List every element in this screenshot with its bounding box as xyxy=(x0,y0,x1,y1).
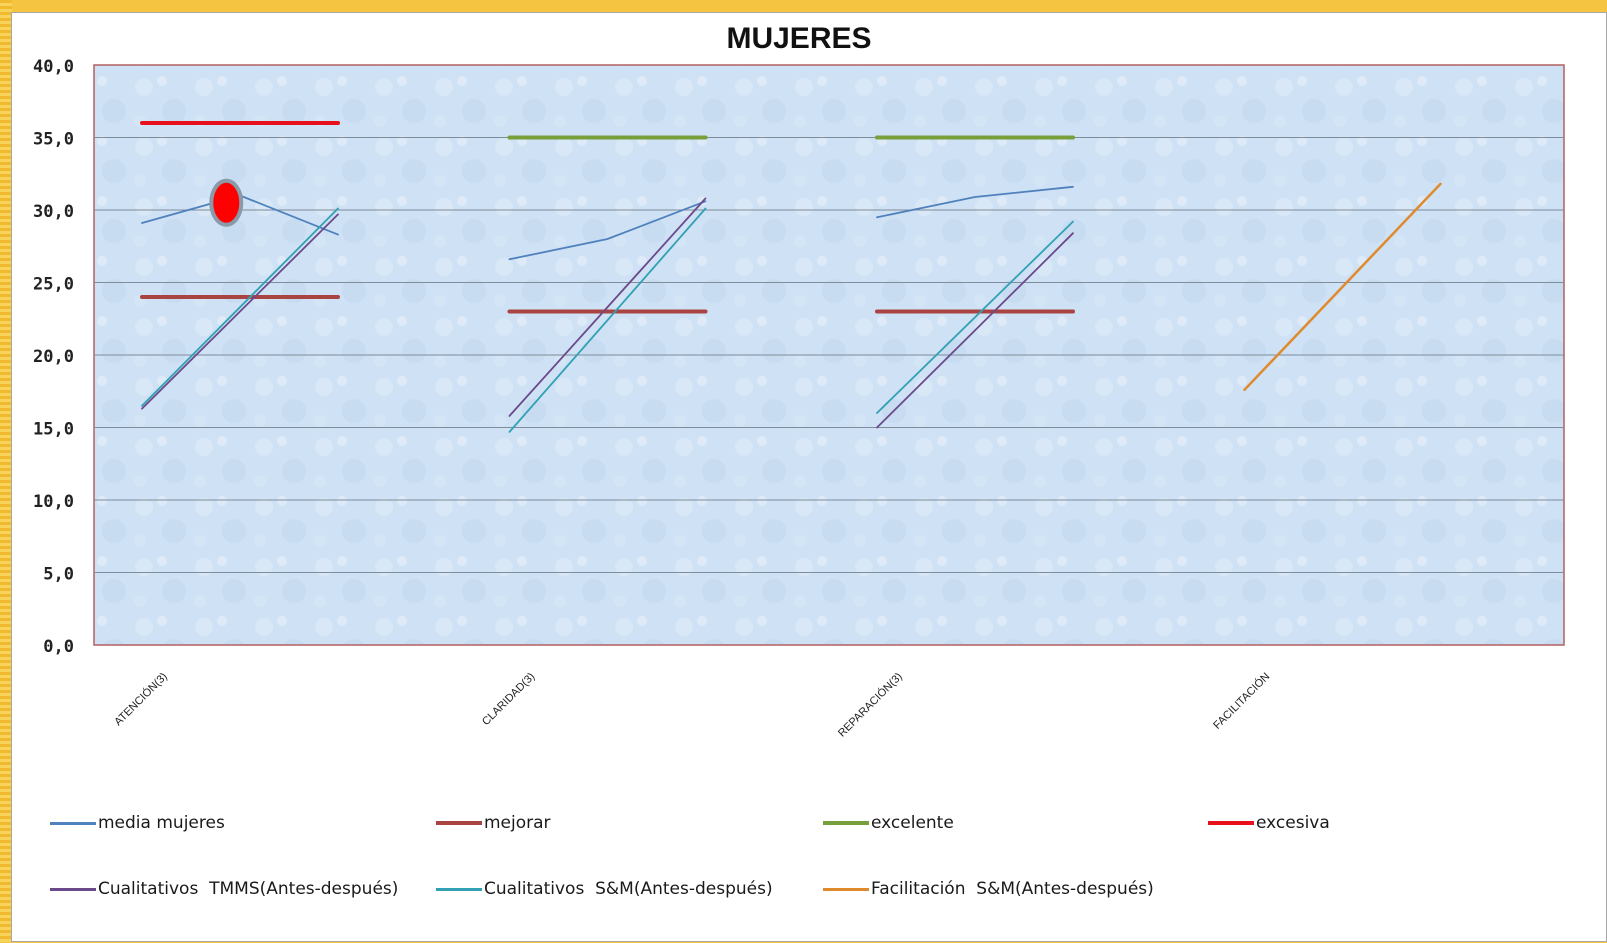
legend-swatch xyxy=(1208,821,1254,825)
legend-swatch xyxy=(436,821,482,825)
slide-edge-decoration xyxy=(0,0,12,942)
legend-label: Cualitativos S&M(Antes-después) xyxy=(484,879,773,899)
legend-label: Facilitación S&M(Antes-después) xyxy=(871,879,1154,899)
y-axis: 0,0 5,0 10,0 15,0 20,0 25,0 30,0 35,0 40,0 xyxy=(33,57,74,657)
legend-item: excelente xyxy=(823,813,954,833)
y-tick-label: 20,0 xyxy=(33,347,74,367)
red-oval-marker xyxy=(209,178,244,227)
legend-item: media mujeres xyxy=(50,813,225,833)
y-tick-label: 30,0 xyxy=(33,202,74,222)
y-tick-label: 0,0 xyxy=(43,637,74,657)
y-tick-label: 15,0 xyxy=(33,420,74,440)
series-line xyxy=(141,207,339,407)
legend-swatch xyxy=(50,821,96,825)
legend-item: excesiva xyxy=(1208,813,1330,833)
legend-label: mejorar xyxy=(484,813,551,833)
legend-item: mejorar xyxy=(436,813,551,833)
x-tick-label: REPARACIÓN(3) xyxy=(835,670,905,740)
x-tick-label: FACILITACIÓN xyxy=(1211,670,1273,732)
annotations xyxy=(209,178,244,227)
series-line xyxy=(508,197,707,417)
x-tick-label: ATENCIÓN(3) xyxy=(112,670,170,728)
gridlines xyxy=(94,137,1564,573)
series-line xyxy=(508,200,707,261)
chart-frame: MUJERES 0,0 5,0 10,0 15,0 20,0 25,0 30,0 35,0 40… xyxy=(11,12,1607,942)
y-tick-label: 5,0 xyxy=(43,565,74,585)
legend-swatch xyxy=(50,887,96,891)
chart-title: MUJERES xyxy=(726,22,871,55)
y-tick-label: 25,0 xyxy=(33,275,74,295)
legend-item: Facilitación S&M(Antes-después) xyxy=(823,879,1154,899)
legend-swatch xyxy=(823,887,869,891)
legend-item: Cualitativos TMMS(Antes-después) xyxy=(50,879,398,899)
legend-label: excesiva xyxy=(1256,813,1330,833)
series-line xyxy=(876,232,1074,429)
series-line xyxy=(141,213,339,410)
line-chart: MUJERES 0,0 5,0 10,0 15,0 20,0 25,0 30,0 35,0 40… xyxy=(33,22,1565,740)
x-axis: ATENCIÓN(3) CLARIDAD(3) REPARACIÓN(3) FACIL… xyxy=(112,670,1273,740)
legend-item: Cualitativos S&M(Antes-después) xyxy=(436,879,773,899)
legend-swatch xyxy=(436,887,482,891)
series-line xyxy=(508,207,707,433)
legend-label: Cualitativos TMMS(Antes-después) xyxy=(98,879,399,899)
y-tick-label: 35,0 xyxy=(33,130,74,150)
series-line xyxy=(876,185,1074,219)
legend-label: media mujeres xyxy=(98,813,225,833)
legend-label: excelente xyxy=(871,813,954,833)
series-line xyxy=(876,220,1074,414)
y-tick-label: 10,0 xyxy=(33,492,74,512)
y-tick-label: 40,0 xyxy=(33,57,74,77)
x-tick-label: CLARIDAD(3) xyxy=(480,671,537,728)
series-line xyxy=(1243,182,1442,392)
legend-swatch xyxy=(823,821,869,825)
